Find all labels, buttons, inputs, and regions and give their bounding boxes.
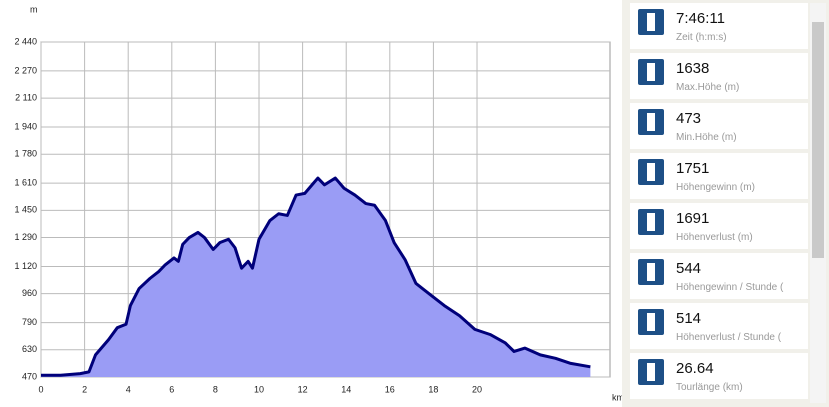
stat-icon xyxy=(638,209,664,235)
elevation-area xyxy=(41,178,591,377)
x-tick-label: 18 xyxy=(428,384,438,394)
scrollbar-thumb[interactable] xyxy=(812,22,824,258)
stat-item: 473 Min.Höhe (m) xyxy=(630,103,808,149)
stat-label: Zeit (h:m:s) xyxy=(676,32,727,43)
y-tick-label: 2 440 xyxy=(14,36,37,46)
x-tick-label: 10 xyxy=(254,384,264,394)
stat-value: 1751 xyxy=(676,160,710,177)
stat-value: 544 xyxy=(676,260,702,277)
stat-icon xyxy=(638,259,664,285)
elevation-line xyxy=(41,176,591,377)
x-tick-label: 6 xyxy=(169,384,174,394)
y-tick-label: 790 xyxy=(22,317,37,327)
stats-panel: 7:46:11 Zeit (h:m:s) 1638 Max.Höhe (m) 473 Mi… xyxy=(630,3,808,403)
stat-value: 1638 xyxy=(676,60,710,77)
stat-label: Höhenverlust (m) xyxy=(676,232,753,243)
y-tick-label: 1 940 xyxy=(14,121,37,131)
x-tick-label: 8 xyxy=(213,384,218,394)
y-tick-label: 2 110 xyxy=(15,92,37,102)
stat-icon xyxy=(638,59,664,85)
y-tick-label: 1 290 xyxy=(14,232,37,242)
stat-label: Höhengewinn (m) xyxy=(676,182,755,193)
stat-value: 514 xyxy=(676,310,702,327)
stat-item: 7:46:11 Zeit (h:m:s) xyxy=(630,3,808,49)
y-tick-label: 960 xyxy=(22,288,37,298)
stat-item: 1751 Höhengewinn (m) xyxy=(630,153,808,199)
stat-item: 544 Höhengewinn / Stunde ( xyxy=(630,253,808,299)
stat-value: 7:46:11 xyxy=(676,10,725,27)
y-tick-label: 1 610 xyxy=(14,178,37,188)
stat-value: 26.64 xyxy=(676,360,714,377)
stat-icon xyxy=(638,109,664,135)
x-unit: km xyxy=(612,392,622,402)
stat-item: 26.64 Tourlänge (km) xyxy=(630,353,808,399)
stat-item: 1691 Höhenverlust (m) xyxy=(630,203,808,249)
chart: m km 470 630 790 960 1 120 1 290 1 450 1 610 1 7… xyxy=(0,0,622,407)
stat-item: 1638 Max.Höhe (m) xyxy=(630,53,808,99)
stat-label: Tourlänge (km) xyxy=(676,382,743,393)
x-tick-label: 20 xyxy=(472,384,482,394)
y-tick-label: 470 xyxy=(22,371,37,381)
x-tick-label: 2 xyxy=(82,384,87,394)
stat-icon xyxy=(638,9,664,35)
stat-icon xyxy=(638,309,664,335)
y-tick-label: 1 780 xyxy=(14,149,37,159)
stat-icon xyxy=(638,159,664,185)
y-tick-label: 1 450 xyxy=(14,205,37,215)
y-unit: m xyxy=(30,4,38,14)
stat-icon xyxy=(638,359,664,385)
y-tick-label: 2 270 xyxy=(14,65,37,75)
stat-value: 1691 xyxy=(676,210,710,227)
x-tick-label: 14 xyxy=(341,384,351,394)
stat-item: 514 Höhenverlust / Stunde ( xyxy=(630,303,808,349)
stat-value: 473 xyxy=(676,110,702,127)
stat-label: Höhenverlust / Stunde ( xyxy=(676,332,782,343)
x-tick-label: 0 xyxy=(38,384,43,394)
stat-label: Min.Höhe (m) xyxy=(676,132,737,143)
y-tick-label: 1 120 xyxy=(14,261,37,271)
stat-label: Höhengewinn / Stunde ( xyxy=(676,282,784,293)
x-tick-label: 12 xyxy=(298,384,308,394)
x-tick-label: 4 xyxy=(126,384,131,394)
stat-label: Max.Höhe (m) xyxy=(676,82,740,93)
y-tick-label: 630 xyxy=(22,344,37,354)
x-tick-label: 16 xyxy=(385,384,395,394)
